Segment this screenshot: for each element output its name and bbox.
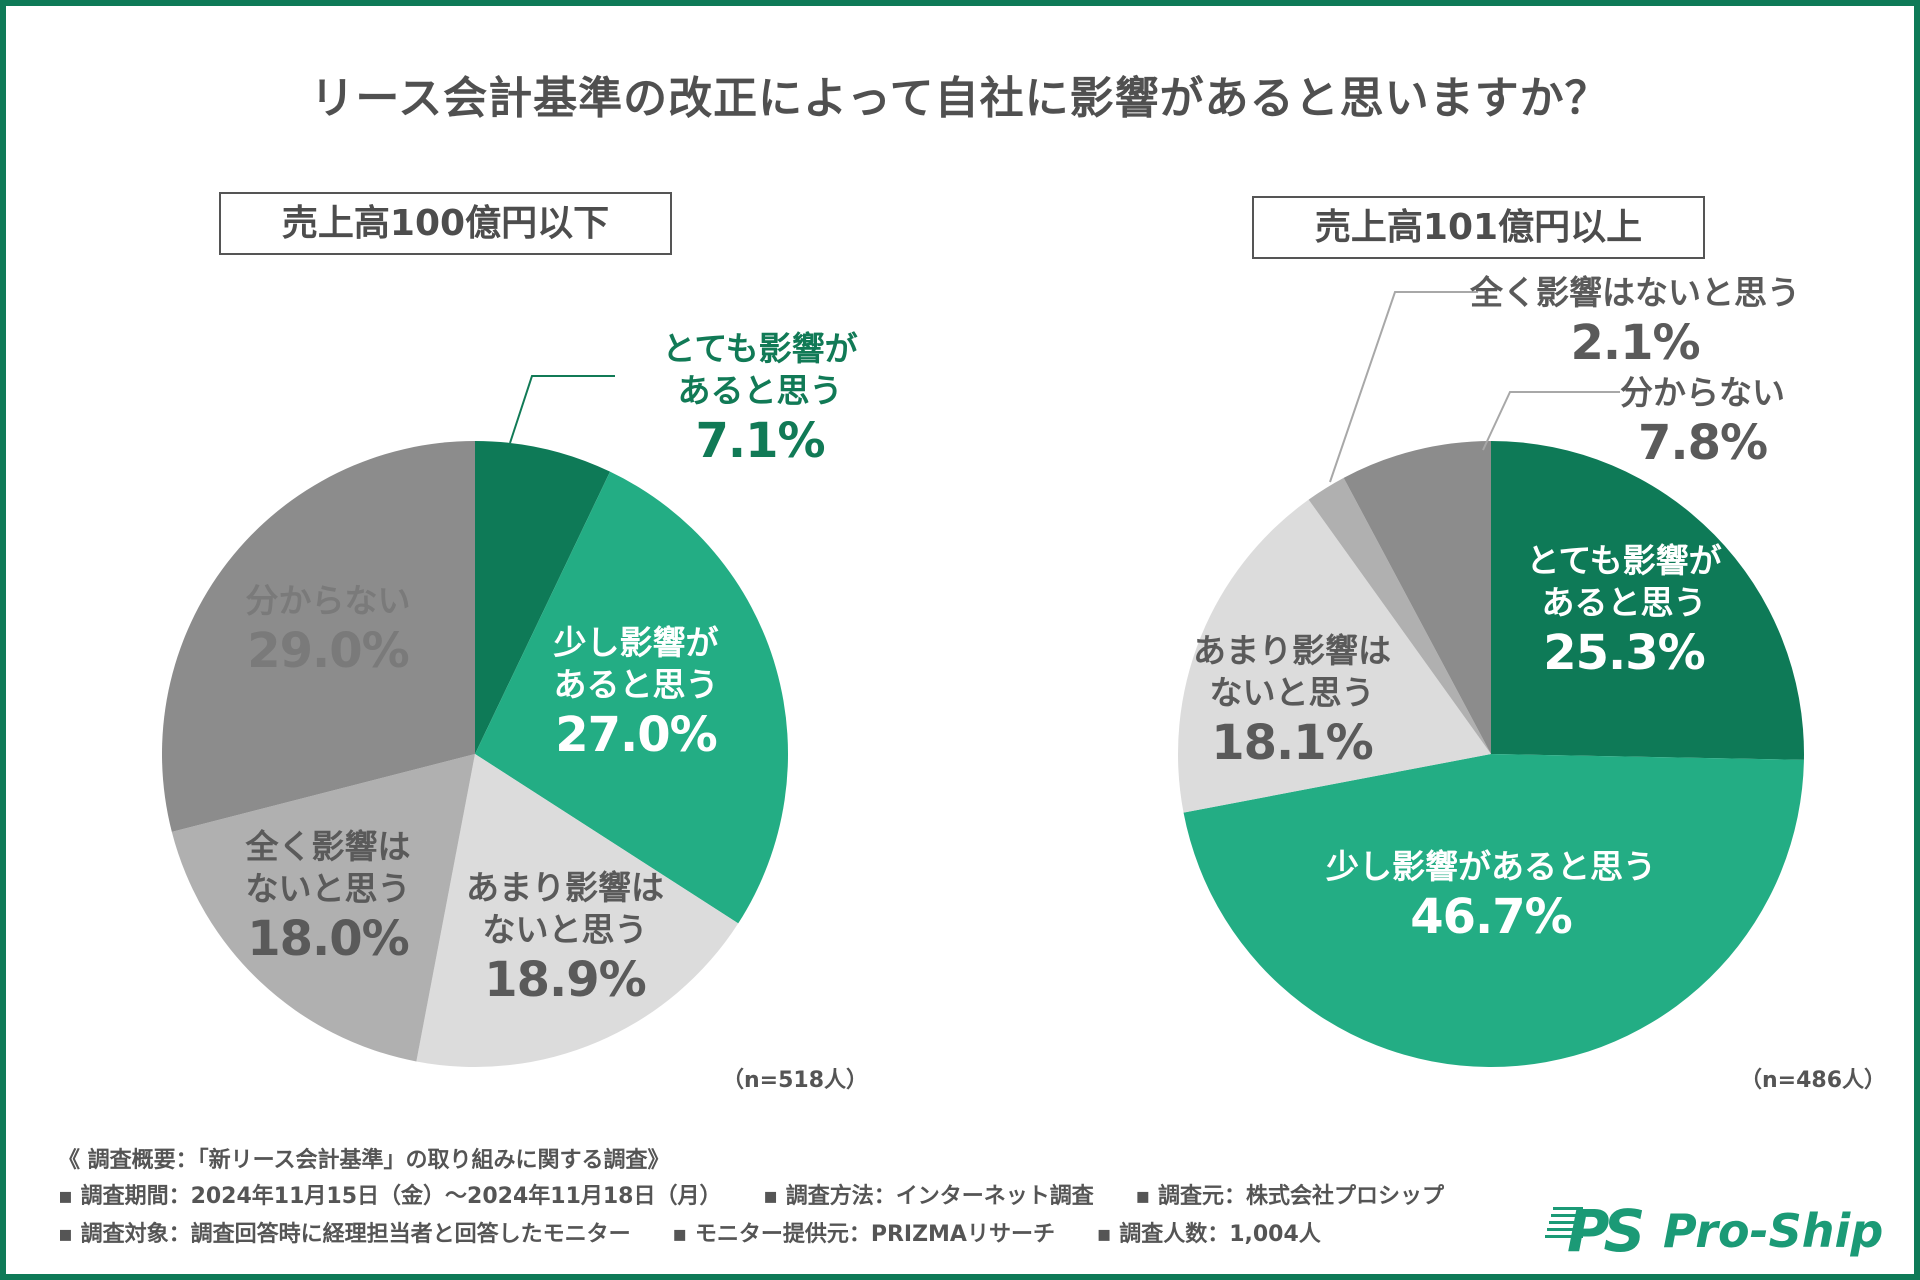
category: ないと思う bbox=[482, 910, 648, 949]
label-left-unknown: 分からない 29.0% bbox=[178, 580, 478, 680]
category: とても影響が bbox=[1526, 541, 1722, 580]
leader-line-left-very-affected bbox=[509, 375, 615, 444]
category: あると思う bbox=[677, 371, 843, 410]
pie-slice-right-not-much bbox=[1177, 499, 1491, 813]
category: 全く影響はないと思う bbox=[1470, 273, 1800, 312]
percentage: 29.0% bbox=[247, 623, 410, 679]
survey-details-line-2: ▪ 調査対象：調査回答時に経理担当者と回答したモニター ▪ モニター提供元：PR… bbox=[58, 1216, 1355, 1248]
survey-overview: 《 調査概要：「新リース会計基準」の取り組みに関する調査》 bbox=[58, 1148, 670, 1173]
percentage: 18.9% bbox=[484, 952, 647, 1008]
category: 少し影響が bbox=[553, 623, 719, 662]
pie-right bbox=[1177, 441, 1804, 1067]
category: 全く影響は bbox=[245, 827, 411, 866]
pie-slice-left-unknown bbox=[161, 441, 475, 832]
pie-slice-right-not-at-all bbox=[1308, 477, 1491, 754]
monitor-provider: ▪ モニター提供元：PRIZMAリサーチ bbox=[672, 1222, 1055, 1247]
leader-line-right-not-at-all bbox=[1329, 291, 1478, 483]
logo-mark: PS bbox=[1567, 1197, 1643, 1265]
category: あると思う bbox=[1541, 583, 1707, 622]
percentage: 27.0% bbox=[555, 707, 718, 763]
survey-details-line-1: ▪ 調査期間：2024年11月15日（金）～2024年11月18日（月） ▪ 調… bbox=[58, 1178, 1478, 1210]
pie-slice-left-very-affected bbox=[475, 441, 611, 754]
label-right-not-at-all: 全く影響はないと思う 2.1% bbox=[1435, 272, 1835, 372]
category: あまり影響は bbox=[466, 868, 664, 907]
pro-ship-logo: PS Pro-Ship bbox=[1545, 1197, 1883, 1265]
survey-period: ▪ 調査期間：2024年11月15日（金）～2024年11月18日（月） bbox=[58, 1184, 722, 1209]
pie-slice-right-slightly-affected bbox=[1183, 754, 1804, 1067]
label-left-slightly-affected: 少し影響が あると思う 27.0% bbox=[486, 622, 786, 764]
pie-slice-left-not-much bbox=[416, 754, 739, 1068]
label-right-not-much: あまり影響は ないと思う 18.1% bbox=[1142, 630, 1442, 772]
percentage: 7.1% bbox=[695, 413, 825, 469]
leader-line-right-unknown bbox=[1482, 391, 1620, 451]
percentage: 25.3% bbox=[1543, 625, 1706, 681]
right-chart-heading: 売上高101億円以上 bbox=[1252, 196, 1705, 259]
label-right-slightly-affected: 少し影響があると思う 46.7% bbox=[1241, 846, 1741, 946]
logo-text: Pro-Ship bbox=[1663, 1204, 1883, 1258]
label-right-very-affected: とても影響が あると思う 25.3% bbox=[1474, 540, 1774, 682]
sample-size-right: （n=486人） bbox=[1740, 1068, 1887, 1093]
survey-source: ▪ 調査元：株式会社プロシップ bbox=[1135, 1184, 1444, 1209]
label-left-not-much: あまり影響は ないと思う 18.9% bbox=[415, 867, 715, 1009]
survey-target: ▪ 調査対象：調査回答時に経理担当者と回答したモニター bbox=[58, 1222, 631, 1247]
category: ないと思う bbox=[1209, 673, 1375, 712]
label-right-unknown: 分からない 7.8% bbox=[1600, 372, 1805, 472]
category: とても影響が bbox=[662, 329, 858, 368]
pie-slice-right-unknown bbox=[1343, 441, 1491, 754]
pie-left bbox=[161, 441, 789, 1068]
category: 少し影響があると思う bbox=[1326, 847, 1656, 886]
sample-size-left: （n=518人） bbox=[722, 1068, 869, 1093]
category: ないと思う bbox=[245, 869, 411, 908]
survey-method: ▪ 調査方法：インターネット調査 bbox=[763, 1184, 1094, 1209]
category: あまり影響は bbox=[1193, 631, 1391, 670]
percentage: 7.8% bbox=[1637, 415, 1768, 471]
percentage: 18.0% bbox=[247, 911, 410, 967]
category: 分からない bbox=[1620, 373, 1785, 412]
category: あると思う bbox=[553, 665, 719, 704]
label-left-not-at-all: 全く影響は ないと思う 18.0% bbox=[178, 826, 478, 968]
label-left-very-affected: とても影響が あると思う 7.1% bbox=[610, 328, 910, 470]
percentage: 18.1% bbox=[1211, 715, 1374, 771]
chart-title: リース会計基準の改正によって自社に影響があると思いますか？ bbox=[310, 73, 1610, 124]
logo-speed-lines-icon bbox=[1545, 1207, 1583, 1238]
category: 分からない bbox=[245, 581, 411, 620]
respondent-count: ▪ 調査人数：1,004人 bbox=[1096, 1222, 1321, 1247]
leader-lines bbox=[509, 291, 1620, 483]
pie-slice-right-very-affected bbox=[1491, 441, 1804, 760]
percentage: 46.7% bbox=[1410, 889, 1573, 945]
pie-slice-left-slightly-affected bbox=[475, 471, 789, 924]
left-chart-heading: 売上高100億円以下 bbox=[219, 192, 672, 255]
percentage: 2.1% bbox=[1570, 315, 1700, 371]
pie-slice-left-not-at-all bbox=[171, 754, 475, 1062]
